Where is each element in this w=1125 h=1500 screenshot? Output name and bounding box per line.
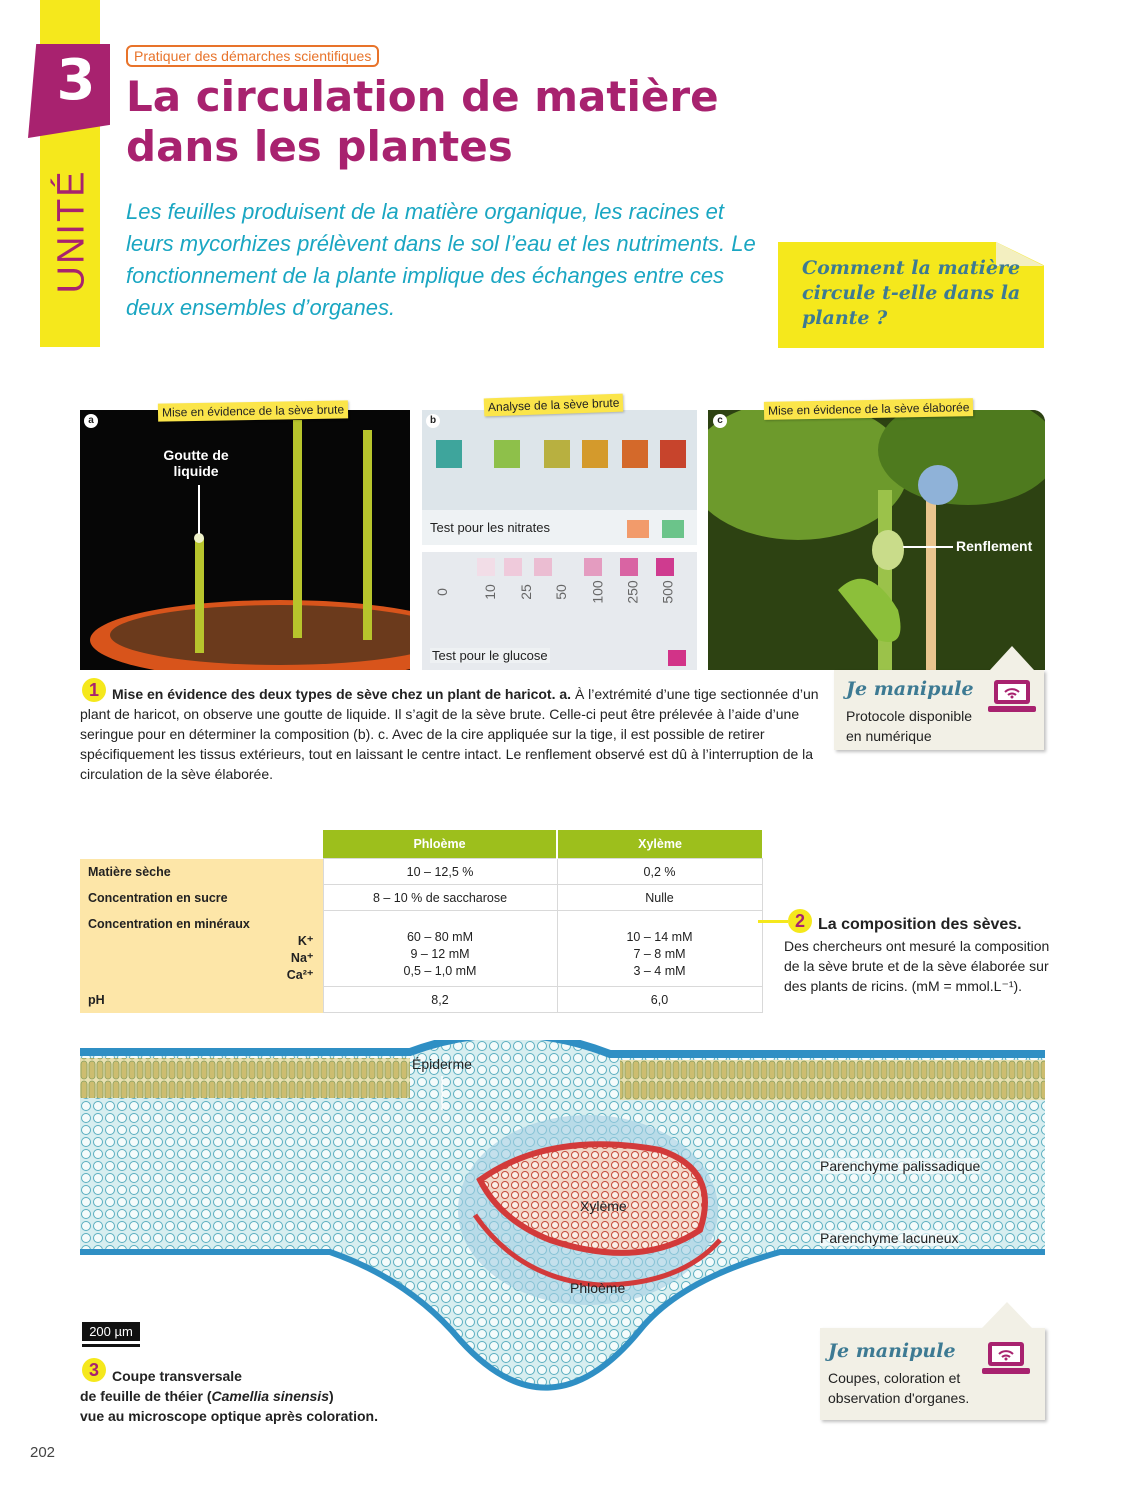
xyleme-k: 10 – 14 mM xyxy=(626,930,693,944)
unit-flag xyxy=(28,44,110,138)
doc3-caption-line2: de feuille de théier (Camellia sinensis) xyxy=(80,1386,500,1406)
row-label: Concentration en minéraux xyxy=(88,916,250,931)
caption-pre: de feuille de théier ( xyxy=(80,1388,212,1404)
section-kicker: Pratiquer des démarches scientifiques xyxy=(126,45,380,67)
laptop-icon xyxy=(988,678,1036,718)
row-label: Concentration en sucre xyxy=(80,884,323,911)
page-title: La circulation de matière dans les plant… xyxy=(126,72,719,171)
photo-b-letter: b xyxy=(426,414,440,428)
manip-1-text: Protocole disponible en numérique xyxy=(846,708,973,744)
photo-c-letter: c xyxy=(713,414,727,428)
intro-text: Les feuilles produisent de la matière or… xyxy=(126,199,756,320)
nitrate-strip-illustration xyxy=(422,410,697,545)
cell-xyleme: 0,2 % xyxy=(556,858,763,885)
label-xyleme: Xylème xyxy=(580,1198,627,1214)
composition-table: Phloème Xylème Matière sèche 10 – 12,5 %… xyxy=(80,830,763,1013)
glucose-scale-4: 100 xyxy=(589,580,606,604)
minerals-label-cell: Concentration en minéraux K⁺ Na⁺ Ca²⁺ xyxy=(80,910,323,987)
doc2-connector xyxy=(758,920,788,923)
row-label: Matière sèche xyxy=(80,858,323,885)
photo-a-tag: Mise en évidence de la sève brute xyxy=(157,400,349,422)
bean-plant-illustration xyxy=(708,410,1045,670)
row-label: pH xyxy=(80,986,323,1013)
label-palissadique: Parenchyme palissadique xyxy=(820,1158,981,1174)
doc2-text: Des chercheurs ont mesuré la composition… xyxy=(784,938,1050,994)
ion-ca: Ca²⁺ xyxy=(286,967,314,982)
glucose-scale-3: 50 xyxy=(552,584,569,600)
phloeme-k: 60 – 80 mM xyxy=(406,930,473,944)
table-corner xyxy=(80,830,323,859)
doc2-title: La composition des sèves. xyxy=(818,916,1022,933)
glucose-scale-0: 0 xyxy=(433,588,450,596)
doc3-number: 3 xyxy=(82,1358,106,1382)
ion-k: K⁺ xyxy=(297,933,314,948)
glucose-scale-5: 250 xyxy=(624,580,641,604)
doc2-number: 2 xyxy=(788,909,812,933)
label-phloeme: Phloème xyxy=(570,1280,626,1296)
manip-2-text: Coupes, coloration et observation d'orga… xyxy=(828,1370,970,1406)
photo-c-label: Renflement xyxy=(956,538,1033,554)
doc3-caption-line3: vue au microscope optique après colorati… xyxy=(80,1408,378,1424)
glucose-scale-2: 25 xyxy=(517,584,534,600)
glucose-scale-1: 10 xyxy=(481,584,498,600)
manip-1-title: Je manipule xyxy=(846,678,974,700)
scale-bar: 200 µm xyxy=(82,1322,140,1344)
cell-phloeme-minerals: 60 – 80 mM 9 – 12 mM 0,5 – 1,0 mM xyxy=(322,910,558,987)
nitrate-label: Test pour les nitrates xyxy=(430,520,550,535)
cell-xyleme: 6,0 xyxy=(556,986,763,1013)
table-row: Concentration en minéraux K⁺ Na⁺ Ca²⁺ 60… xyxy=(80,910,763,987)
label-lacuneux: Parenchyme lacuneux xyxy=(820,1230,959,1246)
caption-species: Camellia sinensis xyxy=(211,1388,329,1404)
manip-2-title: Je manipule xyxy=(828,1340,956,1362)
header-xyleme: Xylème xyxy=(556,830,762,859)
doc1-number: 1 xyxy=(82,678,106,702)
unit-label: UNITÉ xyxy=(50,169,93,294)
photo-a-label: Goutte de liquide xyxy=(163,447,229,479)
glucose-scale-6: 500 xyxy=(659,580,676,604)
doc3-caption: Coupe transversale de feuille de théier … xyxy=(80,1366,500,1426)
laptop-icon xyxy=(982,1340,1030,1380)
cell-phloeme: 10 – 12,5 % xyxy=(322,858,558,885)
photo-b-nitrate xyxy=(422,410,697,545)
photo-a-letter: a xyxy=(84,414,98,428)
label-epiderme: Épiderme xyxy=(412,1056,472,1072)
ion-na: Na⁺ xyxy=(290,950,314,965)
header-phloeme: Phloème xyxy=(323,830,557,859)
leaf-micrograph xyxy=(80,1030,1045,1420)
unit-number: 3 xyxy=(56,48,96,113)
doc1-caption-bold: Mise en évidence des deux types de sève … xyxy=(112,686,572,702)
leaf-section-illustration xyxy=(80,1030,1045,1391)
table-row: Concentration en sucre 8 – 10 % de sacch… xyxy=(80,884,763,911)
bean-stems-illustration xyxy=(80,410,410,670)
glucose-label: Test pour le glucose xyxy=(430,648,550,663)
glucose-scale: 0 10 25 50 100 250 500 xyxy=(434,580,688,614)
phloeme-ca: 0,5 – 1,0 mM xyxy=(403,964,477,978)
doc1-caption-text: À l’extrémité d’une tige sectionnée d’un… xyxy=(80,686,819,782)
cell-xyleme-minerals: 10 – 14 mM 7 – 8 mM 3 – 4 mM xyxy=(556,910,763,987)
doc1-caption: Mise en évidence des deux types de sève … xyxy=(80,684,820,784)
cell-xyleme: Nulle xyxy=(556,884,763,911)
table-row: pH 8,2 6,0 xyxy=(80,986,763,1013)
doc3-caption-line1: Coupe transversale xyxy=(112,1368,242,1384)
question-text: Comment la matière circule t-elle dans l… xyxy=(802,257,1021,329)
photo-a xyxy=(80,410,410,670)
cell-phloeme: 8 – 10 % de saccharose xyxy=(322,884,558,911)
caption-post: ) xyxy=(329,1388,334,1404)
table-row: Matière sèche 10 – 12,5 % 0,2 % xyxy=(80,858,763,885)
xyleme-na: 7 – 8 mM xyxy=(633,947,686,961)
page-number: 202 xyxy=(30,1444,56,1461)
photo-c-tag: Mise en évidence de la sève élaborée xyxy=(763,398,974,420)
phloeme-na: 9 – 12 mM xyxy=(410,947,470,961)
cell-phloeme: 8,2 xyxy=(322,986,558,1013)
photo-c xyxy=(708,410,1045,670)
xyleme-ca: 3 – 4 mM xyxy=(633,964,686,978)
